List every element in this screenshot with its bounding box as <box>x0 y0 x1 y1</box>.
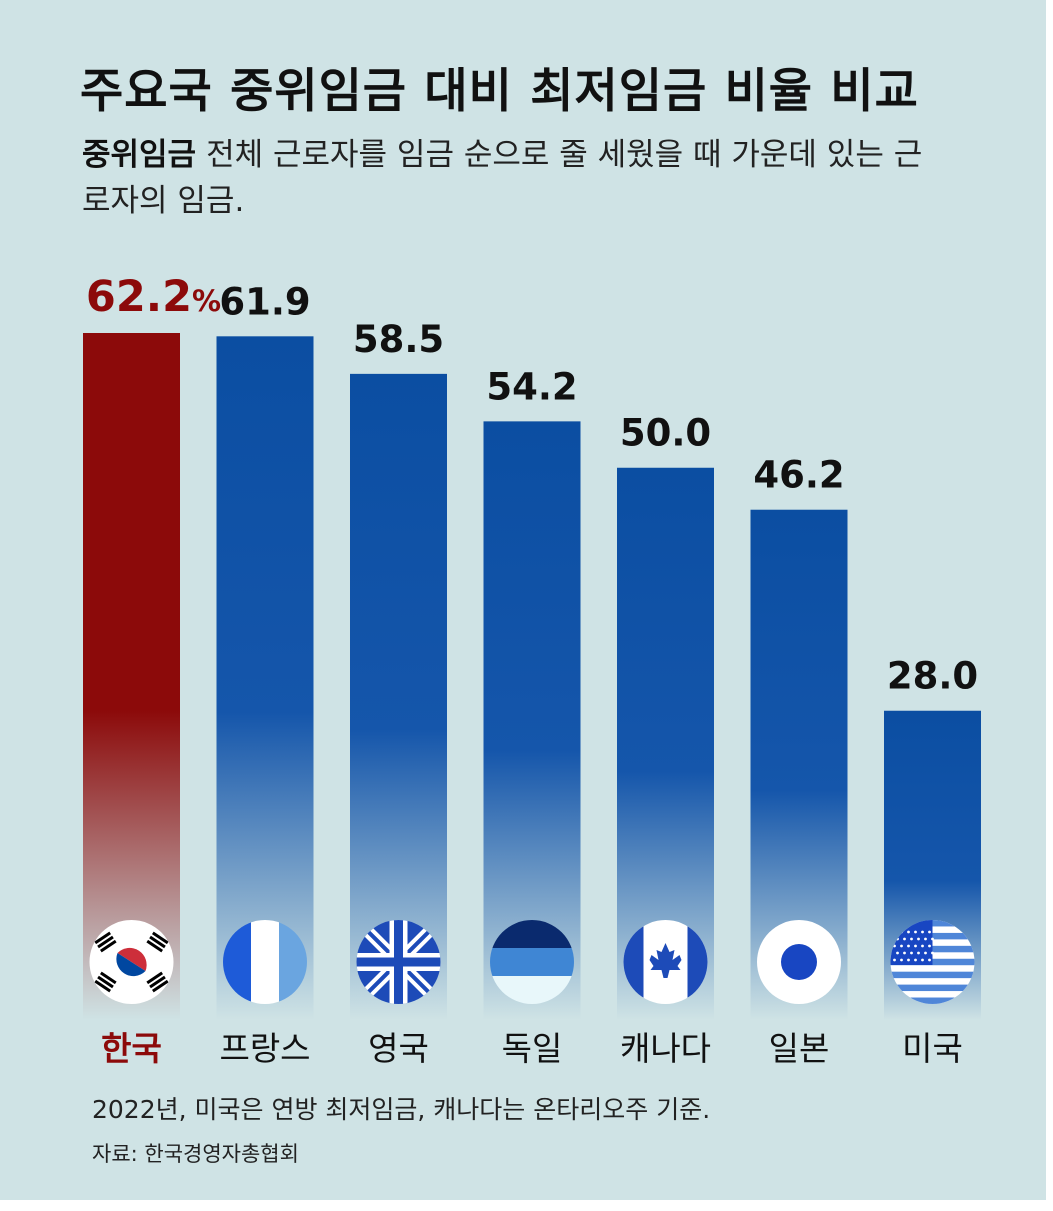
value-label: 61.9 <box>219 280 310 323</box>
source-note: 자료: 한국경영자총협회 <box>92 1142 299 1166</box>
chart-subtitle: 중위임금 전체 근로자를 임금 순으로 줄 세웠을 때 가운데 있는 근로자의 임… <box>82 132 942 224</box>
germany-flag-icon <box>490 920 574 1004</box>
category-label: 프랑스 <box>219 1029 310 1068</box>
category-label: 일본 <box>769 1029 830 1068</box>
category-label: 미국 <box>902 1029 963 1068</box>
value-label: 46.2 <box>753 454 844 497</box>
category-label: 독일 <box>502 1029 563 1068</box>
unit-label: % <box>192 284 221 318</box>
uk-flag-icon <box>356 920 441 1004</box>
category-label: 한국 <box>101 1029 162 1068</box>
france-flag-icon <box>223 920 307 1004</box>
usa-flag-icon <box>890 920 975 1004</box>
chart-title: 주요국 중위임금 대비 최저임금 비율 비교 <box>80 64 919 119</box>
value-label: 54.2 <box>486 365 577 408</box>
footnote: 2022년, 미국은 연방 최저임금, 캐나다는 온타리오주 기준. <box>92 1095 711 1124</box>
value-label: 28.0 <box>887 655 978 698</box>
japan-flag-icon <box>757 920 841 1004</box>
bar-영국 <box>350 373 447 1020</box>
value-label: 62.2% <box>86 272 221 322</box>
bar-한국 <box>83 333 180 1020</box>
canada-flag-icon <box>623 920 708 1004</box>
category-label: 영국 <box>368 1029 429 1068</box>
definition-text: 전체 근로자를 임금 순으로 줄 세웠을 때 가운데 있는 근로자의 임금. <box>82 137 923 219</box>
definition-term: 중위임금 <box>82 137 197 173</box>
value-label: 58.5 <box>353 318 444 361</box>
south-korea-flag-icon <box>89 920 174 1004</box>
bar-프랑스 <box>216 336 314 1021</box>
value-label: 50.0 <box>620 412 711 455</box>
category-label: 캐나다 <box>620 1029 711 1068</box>
